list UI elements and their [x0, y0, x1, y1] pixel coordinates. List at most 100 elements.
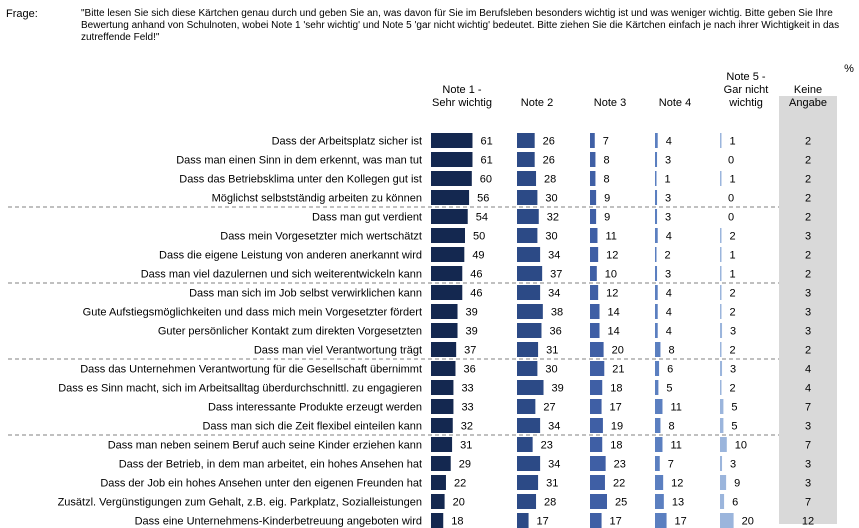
value-label-note5-row-18: 3 — [730, 459, 736, 471]
bar-note1-row-8 — [431, 266, 463, 281]
bar-note4-row-20 — [655, 494, 664, 509]
value-label-note4-row-17: 11 — [670, 440, 681, 452]
value-label-note5-row-21: 20 — [742, 516, 754, 528]
value-label-note4-row-16: 8 — [668, 421, 674, 433]
value-label-note4-row-2: 3 — [665, 155, 671, 167]
value-label-note1-row-21: 18 — [451, 516, 463, 528]
bar-note4-row-1 — [655, 133, 658, 148]
column-header-note3-line-1: Note 3 — [594, 97, 626, 109]
bar-note5-row-9 — [720, 285, 722, 300]
value-label-note4-row-14: 5 — [666, 383, 672, 395]
bar-note1-row-5 — [431, 209, 468, 224]
value-label-keine-row-9: 3 — [805, 288, 811, 300]
bar-note5-row-14 — [720, 380, 722, 395]
value-label-keine-row-5: 2 — [805, 212, 811, 224]
bar-note1-row-7 — [431, 247, 465, 262]
bar-note1-row-2 — [431, 152, 473, 167]
bar-note1-row-6 — [431, 228, 465, 243]
question-label: Frage: — [6, 8, 38, 20]
column-header-note2-line-1: Note 2 — [521, 97, 553, 109]
value-label-note4-row-5: 3 — [665, 212, 671, 224]
value-label-note1-row-19: 22 — [454, 478, 466, 490]
value-label-note5-row-13: 3 — [730, 364, 736, 376]
value-label-note3-row-16: 19 — [611, 421, 623, 433]
value-label-note2-row-1: 26 — [543, 136, 555, 148]
value-label-note2-row-17: 23 — [541, 440, 553, 452]
value-label-note4-row-21: 17 — [675, 516, 687, 528]
bar-note2-row-11 — [517, 323, 542, 338]
bar-note1-row-16 — [431, 418, 453, 433]
value-label-note5-row-9: 2 — [730, 288, 736, 300]
bar-note2-row-8 — [517, 266, 543, 281]
bar-note5-row-19 — [720, 475, 727, 490]
bar-note4-row-19 — [655, 475, 664, 490]
value-label-note4-row-19: 12 — [671, 478, 683, 490]
bar-note2-row-1 — [517, 133, 535, 148]
value-label-note4-row-20: 13 — [672, 497, 684, 509]
value-label-note4-row-12: 8 — [668, 345, 674, 357]
bar-note1-row-3 — [431, 171, 472, 186]
bar-note3-row-16 — [590, 418, 603, 433]
bar-note1-row-11 — [431, 323, 458, 338]
value-label-note5-row-19: 9 — [734, 478, 740, 490]
value-label-note4-row-1: 4 — [666, 136, 672, 148]
value-label-keine-row-11: 3 — [805, 326, 811, 338]
value-label-note1-row-4: 56 — [477, 193, 489, 205]
bar-note5-row-6 — [720, 228, 722, 243]
value-label-keine-row-13: 4 — [805, 364, 811, 376]
value-label-keine-row-16: 3 — [805, 421, 811, 433]
bar-note5-row-13 — [720, 361, 723, 376]
row-label-19: Dass der Job ein hohes Ansehen unter den… — [100, 478, 422, 490]
bar-note4-row-14 — [655, 380, 659, 395]
value-label-note2-row-13: 30 — [545, 364, 557, 376]
value-label-note3-row-2: 8 — [603, 155, 609, 167]
bar-note4-row-11 — [655, 323, 658, 338]
bar-note3-row-3 — [590, 171, 596, 186]
bar-note4-row-7 — [655, 247, 657, 262]
value-label-note2-row-9: 34 — [548, 288, 560, 300]
value-label-note5-row-15: 5 — [731, 402, 737, 414]
bar-note4-row-2 — [655, 152, 658, 167]
bar-note3-row-20 — [590, 494, 607, 509]
value-label-keine-row-18: 3 — [805, 459, 811, 471]
row-label-11: Guter persönlicher Kontakt zum direkten … — [158, 326, 422, 338]
bar-note1-row-20 — [431, 494, 445, 509]
value-label-note3-row-7: 12 — [606, 250, 618, 262]
value-label-note2-row-7: 34 — [548, 250, 560, 262]
bar-note1-row-1 — [431, 133, 473, 148]
value-label-keine-row-20: 7 — [805, 497, 811, 509]
value-label-keine-row-1: 2 — [805, 136, 811, 148]
value-label-note3-row-19: 22 — [613, 478, 625, 490]
value-label-note1-row-17: 31 — [460, 440, 472, 452]
row-label-17: Dass man neben seinem Beruf auch seine K… — [108, 440, 422, 452]
value-label-note2-row-12: 31 — [546, 345, 558, 357]
value-label-note3-row-3: 8 — [603, 174, 609, 186]
bar-note3-row-14 — [590, 380, 603, 395]
value-label-note5-row-10: 2 — [730, 307, 736, 319]
value-label-note2-row-10: 38 — [551, 307, 563, 319]
row-label-1: Dass der Arbeitsplatz sicher ist — [272, 136, 422, 148]
bar-note2-row-2 — [517, 152, 535, 167]
bar-note2-row-10 — [517, 304, 543, 319]
value-label-note2-row-18: 34 — [548, 459, 560, 471]
bar-note2-row-7 — [517, 247, 541, 262]
value-label-note3-row-20: 25 — [615, 497, 627, 509]
bar-note5-row-20 — [720, 494, 725, 509]
value-label-note3-row-14: 18 — [610, 383, 622, 395]
bar-note2-row-20 — [517, 494, 537, 509]
bar-note1-row-13 — [431, 361, 456, 376]
bar-note4-row-15 — [655, 399, 663, 414]
value-label-note2-row-2: 26 — [543, 155, 555, 167]
bar-note3-row-15 — [590, 399, 602, 414]
bar-note1-row-17 — [431, 437, 453, 452]
value-label-note1-row-11: 39 — [466, 326, 478, 338]
bar-note3-row-12 — [590, 342, 604, 357]
bar-note2-row-9 — [517, 285, 541, 300]
bar-note4-row-9 — [655, 285, 658, 300]
row-label-6: Dass mein Vorgesetzter mich wertschätzt — [220, 231, 422, 243]
value-label-note3-row-1: 7 — [603, 136, 609, 148]
bar-note3-row-9 — [590, 285, 599, 300]
value-label-note3-row-13: 21 — [612, 364, 624, 376]
bar-note4-row-12 — [655, 342, 661, 357]
value-label-note2-row-14: 39 — [552, 383, 564, 395]
